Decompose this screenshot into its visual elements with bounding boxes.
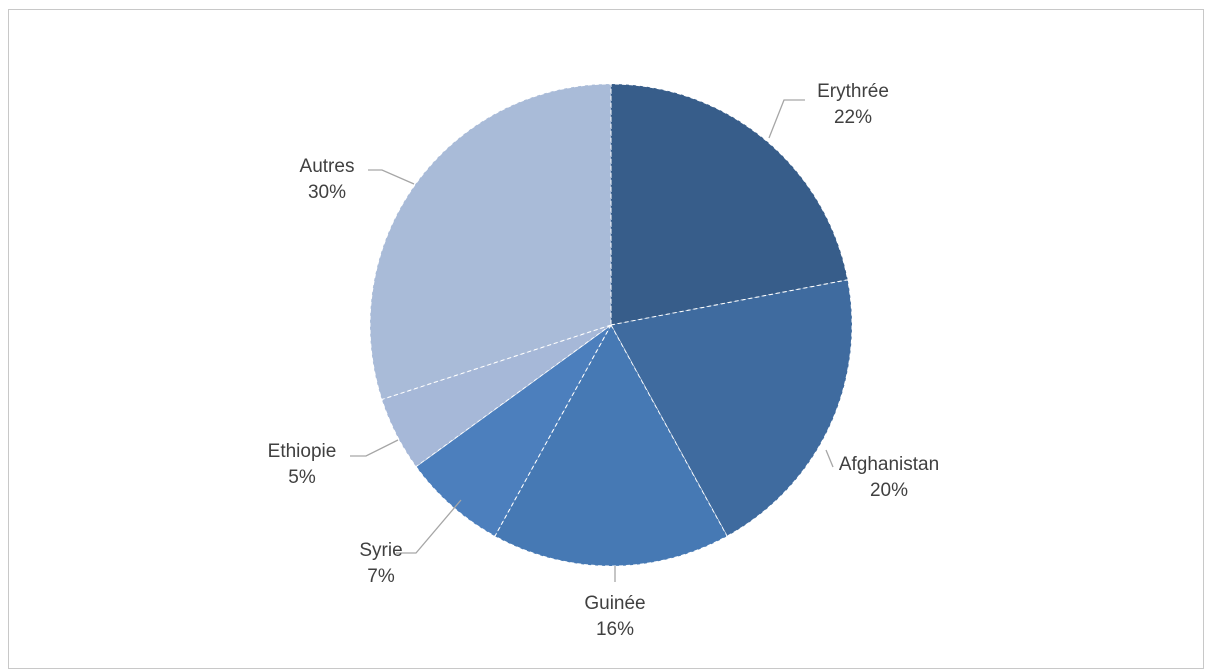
slice-value-erythree: 22% (834, 107, 872, 128)
slice-value-syrie: 7% (367, 566, 395, 587)
leader-line-autres (368, 169, 415, 185)
slice-value-ethiopie: 5% (288, 467, 316, 488)
slice-labels: Erythrée 22% Afghanistan 20% Guinée 16% Syrie 7… (268, 81, 940, 640)
leader-line-erythree (768, 99, 805, 139)
slice-label-afghanistan: Afghanistan (839, 454, 939, 475)
leader-line-afghanistan (825, 449, 834, 468)
pie-slice-erythree (610, 83, 849, 326)
slice-value-autres: 30% (308, 182, 346, 203)
slice-label-syrie: Syrie (359, 540, 402, 561)
slice-value-afghanistan: 20% (870, 480, 908, 501)
pie-slice-autres (369, 83, 612, 401)
pie-slice-guinee (494, 323, 728, 567)
leader-line-syrie (396, 499, 462, 554)
leader-lines (350, 99, 834, 582)
leader-line-ethiopie (350, 439, 399, 457)
pie-slice-syrie (415, 324, 612, 537)
pie-slices (369, 83, 853, 567)
slice-label-ethiopie: Ethiopie (268, 441, 337, 462)
slice-label-erythree: Erythrée (817, 81, 889, 102)
slice-label-guinee: Guinée (584, 593, 645, 614)
slice-value-guinee: 16% (596, 619, 634, 640)
slice-label-autres: Autres (300, 156, 355, 177)
pie-slice-afghanistan (610, 279, 853, 537)
